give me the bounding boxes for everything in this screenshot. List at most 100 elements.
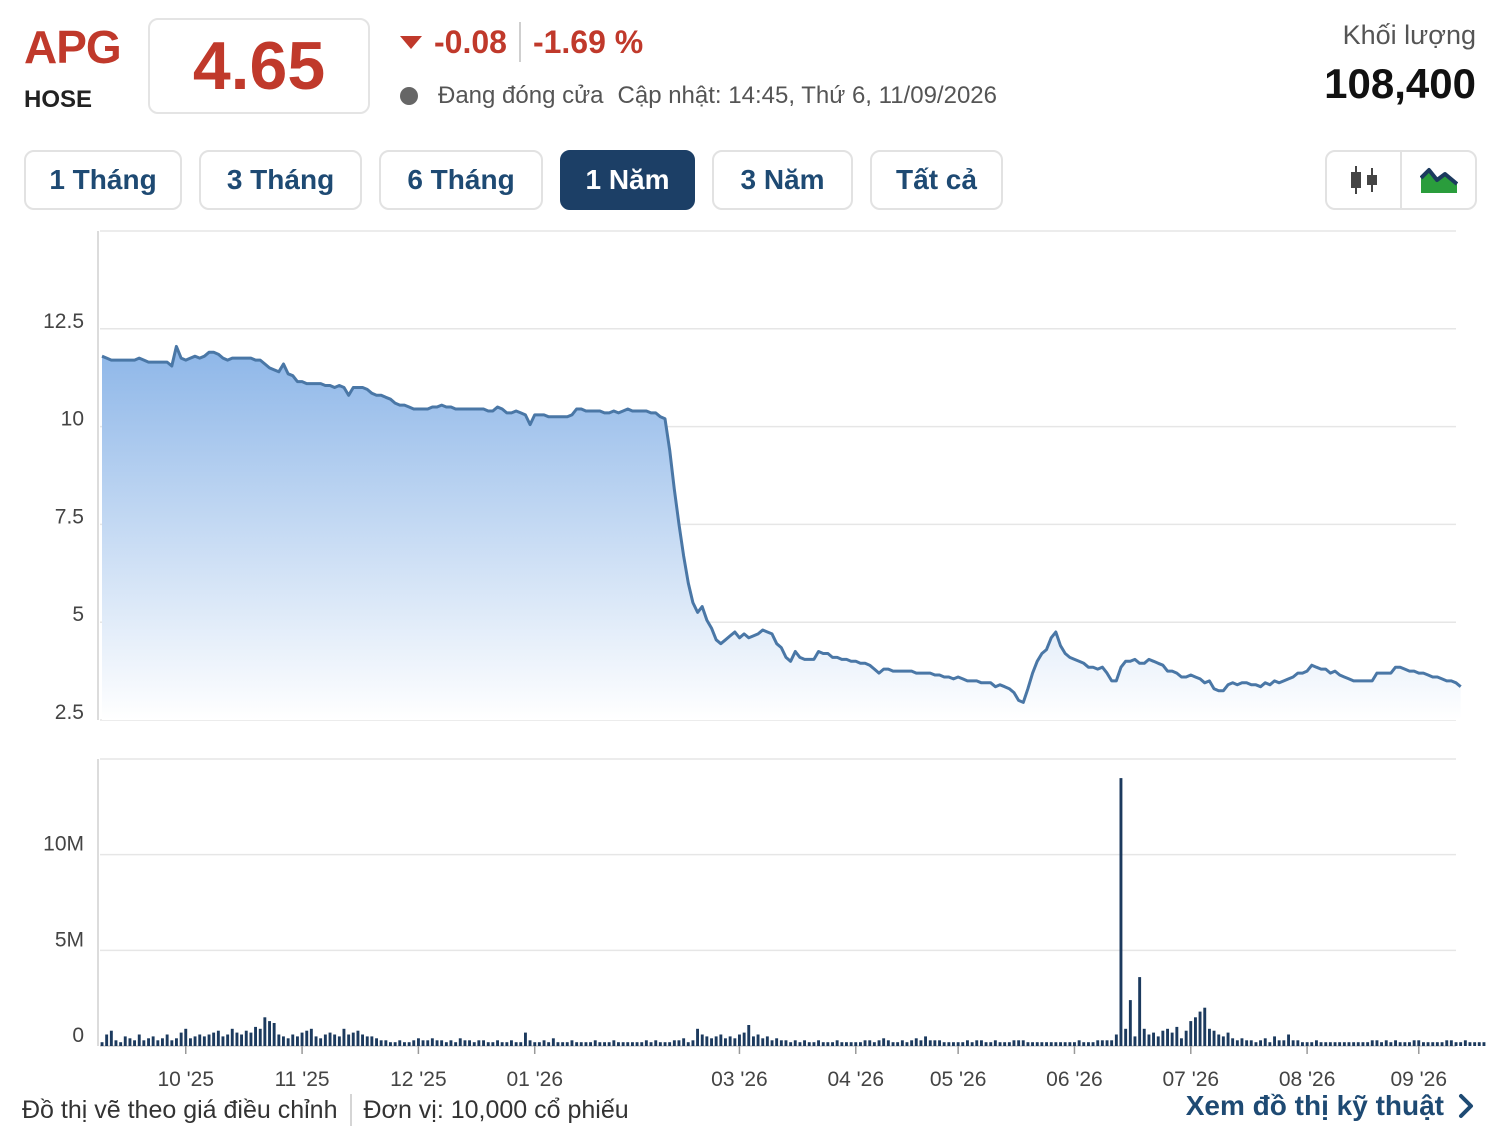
volume-bar — [142, 1040, 146, 1046]
volume-bar — [393, 1042, 397, 1046]
volume-bar — [1296, 1040, 1300, 1046]
volume-bar — [1422, 1042, 1425, 1046]
tab-1-month[interactable]: 1 Tháng — [24, 150, 182, 210]
volume-y-axis: 0 5M 10M — [43, 833, 84, 1047]
area-chart-icon — [1419, 168, 1458, 193]
tab-3-years[interactable]: 3 Năm — [712, 150, 853, 210]
volume-bar — [752, 1036, 755, 1046]
volume-bar — [761, 1038, 765, 1046]
volume-bar — [119, 1042, 123, 1046]
volume-bar — [235, 1032, 239, 1046]
volume-bar — [1203, 1007, 1207, 1046]
volume-bar — [933, 1040, 937, 1046]
chart-type-toggle — [1325, 150, 1477, 210]
volume-bar — [728, 1036, 732, 1046]
volume-bar — [598, 1042, 602, 1046]
volume-bar — [179, 1032, 183, 1046]
volume-bar — [216, 1030, 220, 1046]
volume-bar — [1435, 1042, 1439, 1046]
volume-bar — [640, 1042, 644, 1046]
volume-bar — [114, 1040, 118, 1046]
ticker-symbol: APG — [24, 21, 122, 73]
volume-bar — [1021, 1040, 1025, 1046]
candlestick-button[interactable] — [1327, 152, 1400, 208]
volume-bar — [1156, 1036, 1160, 1046]
current-price: 4.65 — [148, 18, 370, 114]
volume-bar — [356, 1030, 360, 1046]
volume-bar — [161, 1038, 164, 1046]
volume-bar — [668, 1042, 672, 1046]
volume-y-tick-label: 0 — [72, 1024, 84, 1047]
volume-bar — [133, 1040, 136, 1046]
tab-all[interactable]: Tất cả — [870, 150, 1003, 210]
volume-bar — [319, 1038, 323, 1046]
volume-bar — [100, 1042, 104, 1046]
volume-bar — [1147, 1034, 1151, 1046]
volume-bar — [1449, 1040, 1453, 1046]
volume-bar — [961, 1042, 965, 1046]
volume-bar — [165, 1034, 169, 1046]
volume-bar — [817, 1040, 820, 1046]
volume-bar — [1352, 1042, 1356, 1046]
volume-bar — [835, 1040, 839, 1046]
volume-bar — [1463, 1040, 1467, 1046]
price-y-tick-label: 2.5 — [55, 701, 84, 724]
volume-bar — [863, 1040, 867, 1046]
volume-bar — [244, 1030, 248, 1046]
volume-bar — [323, 1034, 327, 1046]
volume-bar — [384, 1040, 388, 1046]
volume-bar — [1189, 1021, 1193, 1046]
volume-bar — [989, 1042, 993, 1046]
volume-bar — [570, 1040, 574, 1046]
volume-bar — [137, 1034, 141, 1046]
footnote-divider — [349, 1094, 352, 1126]
volume-bar — [1347, 1042, 1351, 1046]
volume-bar — [1152, 1032, 1155, 1046]
change-value: -0.08 — [434, 23, 507, 60]
x-tick-label: 06 '26 — [1046, 1068, 1103, 1090]
volume-bar — [714, 1036, 718, 1046]
market-status: Đang đóng cửa Cập nhật: 14:45, Thứ 6, 11… — [400, 82, 997, 110]
technical-chart-link[interactable]: Xem đồ thị kỹ thuật — [1186, 1090, 1474, 1122]
volume-bar — [207, 1034, 211, 1046]
volume-bar — [724, 1038, 727, 1046]
volume-bar — [1226, 1032, 1230, 1046]
volume-bar — [1468, 1042, 1472, 1046]
volume-bar — [1091, 1042, 1095, 1046]
volume-bar — [342, 1028, 346, 1046]
volume-bar — [612, 1040, 616, 1046]
price-y-tick-label: 5 — [72, 603, 84, 626]
volume-bar — [1263, 1038, 1267, 1046]
volume-bar — [635, 1042, 639, 1046]
volume-bar — [812, 1042, 816, 1046]
volume-bar — [691, 1040, 695, 1046]
x-tick-label: 10 '25 — [157, 1068, 214, 1090]
volume-bar — [1045, 1042, 1048, 1046]
volume-bar — [1459, 1042, 1463, 1046]
tab-1-year[interactable]: 1 Năm — [560, 150, 695, 210]
volume-bar — [1031, 1042, 1034, 1046]
volume-bar — [556, 1042, 560, 1046]
volume-bar — [551, 1038, 555, 1046]
area-chart-button[interactable] — [1400, 152, 1475, 208]
tab-3-months[interactable]: 3 Tháng — [199, 150, 362, 210]
volume-bar — [1398, 1042, 1402, 1046]
volume-bar — [333, 1034, 337, 1046]
volume-bar — [1235, 1040, 1239, 1046]
volume-bar — [733, 1038, 737, 1046]
volume-bar — [1124, 1028, 1128, 1046]
volume-bar — [1212, 1030, 1216, 1046]
volume-bar — [1035, 1042, 1039, 1046]
volume-bar — [412, 1040, 416, 1046]
volume-bar — [803, 1040, 806, 1046]
volume-bar — [621, 1042, 625, 1046]
volume-bar — [435, 1040, 439, 1046]
volume-bar — [189, 1038, 192, 1046]
volume-bar — [170, 1040, 174, 1046]
volume-bar — [1110, 1040, 1114, 1046]
volume-bar — [1333, 1042, 1337, 1046]
tab-6-months[interactable]: 6 Tháng — [379, 150, 543, 210]
volume-bar — [584, 1042, 588, 1046]
volume-y-tick-label: 5M — [55, 928, 84, 951]
volume-bar — [970, 1042, 974, 1046]
